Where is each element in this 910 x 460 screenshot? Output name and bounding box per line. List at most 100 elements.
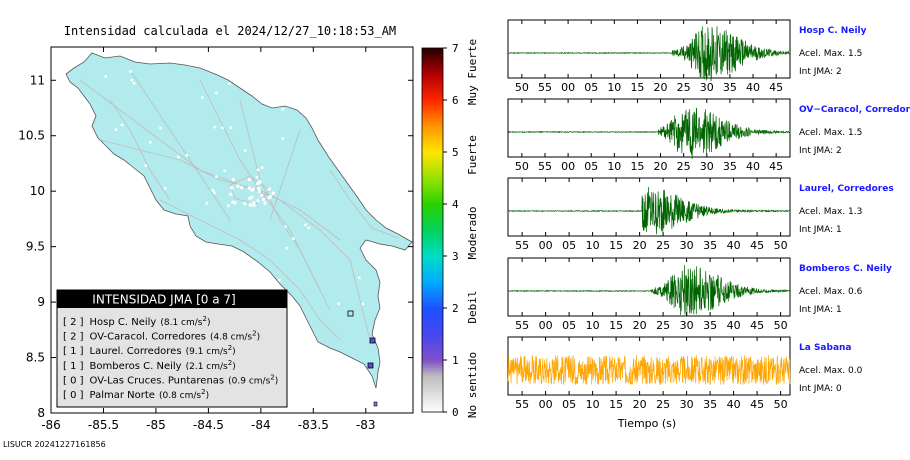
colorbar-tick-label: 6 [452,94,459,107]
town-dot [229,192,233,196]
waveform-tick-label: 35 [723,81,737,94]
map-x-tick-label: -85.5 [88,418,119,432]
station-marker-hosp-c-neily [369,337,376,344]
colorbar-segment [422,105,443,109]
waveform-tick-label: 05 [562,239,576,252]
waveform-tick-label: 50 [774,239,788,252]
town-dot [358,276,361,279]
town-dot [149,141,152,144]
waveform-tick-label: 25 [677,81,691,94]
colorbar-label: Fuerte [466,135,479,175]
legend-jma: [ 1 ] [63,361,84,372]
town-dot [260,193,264,197]
time-axis-label: Tiempo (s) [617,417,676,430]
town-dot [223,169,226,173]
legend-row: [ 1 ] Bomberos C. Neily (2.1 cm/s2) [63,359,236,372]
waveform-tick-label: 15 [609,398,623,411]
colorbar-segment [422,66,443,70]
colorbar-segment [422,274,443,278]
town-dot [284,225,287,228]
colorbar-label: No sentido [466,352,479,418]
town-dot [233,201,237,205]
waveform-tick-label: 10 [586,398,600,411]
town-dot [261,197,265,201]
legend-jma: [ 0 ] [63,375,84,386]
station-marker-palmar-norte [347,310,354,317]
waveform-tick-label: 20 [654,81,668,94]
waveform-tick-label: 20 [633,239,647,252]
max-accel: Acel. Max. 0.0 [799,366,863,376]
figure-title: Intensidad calculada el 2024/12/27_10:18… [64,24,396,38]
colorbar-segment [422,344,443,348]
town-dot [230,186,234,190]
town-dot [87,107,90,110]
town-dot [148,269,152,272]
legend-accel: (4.8 cm/s [210,333,252,343]
town-dot [317,102,320,106]
colorbar-segment [422,370,443,374]
town-dot [144,164,148,167]
legend-sup: 2 [228,344,232,352]
colorbar-segment [422,354,443,358]
legend-station: OV-Caracol. Corredores [90,332,206,343]
colorbar-segment [422,214,443,218]
town-dot [249,203,253,207]
colorbar-segment [422,144,443,148]
legend-station: Bomberos C. Neily [90,361,182,372]
colorbar-segment [422,84,443,88]
colorbar-segment [422,172,443,176]
waveform-tick-label: 55 [515,319,529,332]
waveform-tick-label: 50 [774,398,788,411]
colorbar-segment [422,211,443,215]
map-panel: -86 -85.5 -85 -84.5 -84 -83.5 -83 11 10.5 10 9.5 9… [18,46,414,432]
colorbar-segment [422,126,443,130]
station-name: OV−Caracol, Corredores [799,105,910,115]
waveform-trace [507,355,791,386]
legend-station: OV-Las Cruces. Puntarenas [90,375,225,386]
town-dot [114,128,118,132]
colorbar-segment [422,295,443,299]
legend-end: ) [232,362,236,372]
colorbar-segment [422,178,443,182]
town-dot [257,189,261,193]
colorbar-segment [422,94,443,98]
waveform-tick-label: 25 [656,239,670,252]
colorbar-segment [422,183,443,187]
colorbar-segment [422,224,443,228]
town-dot [348,133,352,136]
station-name: La Sabana [799,343,852,353]
town-dot [247,178,251,182]
colorbar-segment [422,323,443,327]
legend-jma: [ 1 ] [63,346,84,357]
map-y-tick-label: 9 [37,295,45,309]
colorbar-segment [422,261,443,265]
town-dot [271,191,275,195]
waveform-trace [507,26,791,82]
colorbar-tick-label: 1 [452,354,459,367]
map-y-tick-label: 10.5 [18,129,45,143]
town-dot [227,204,230,208]
colorbar-segment [422,152,443,156]
footer-id: LISUCR 20241227161856 [3,440,106,449]
town-dot [250,188,254,192]
town-dot [212,191,216,195]
waveform-frame [507,257,791,317]
legend-station: Palmar Norte [90,390,155,401]
map-frame [50,46,414,414]
town-dot [126,255,129,258]
colorbar-segment [422,118,443,122]
colorbar-segment [422,61,443,65]
colorbar-segment [422,245,443,249]
colorbar-segment [422,256,443,260]
colorbar-segment [422,287,443,291]
colorbar-segment [422,388,443,392]
waveform-tick-label: 30 [680,398,694,411]
waveform-panel: 55 00 05 10 15 20 25 30 35 40 45 50 La Sabana Acel. M… [507,336,863,411]
waveform-tick-label: 50 [515,81,529,94]
legend-box [56,289,288,408]
colorbar-segment [422,404,443,408]
town-dot [285,246,289,250]
colorbar-segment [422,154,443,158]
colorbar-segment [422,55,443,59]
colorbar-segment [422,339,443,343]
